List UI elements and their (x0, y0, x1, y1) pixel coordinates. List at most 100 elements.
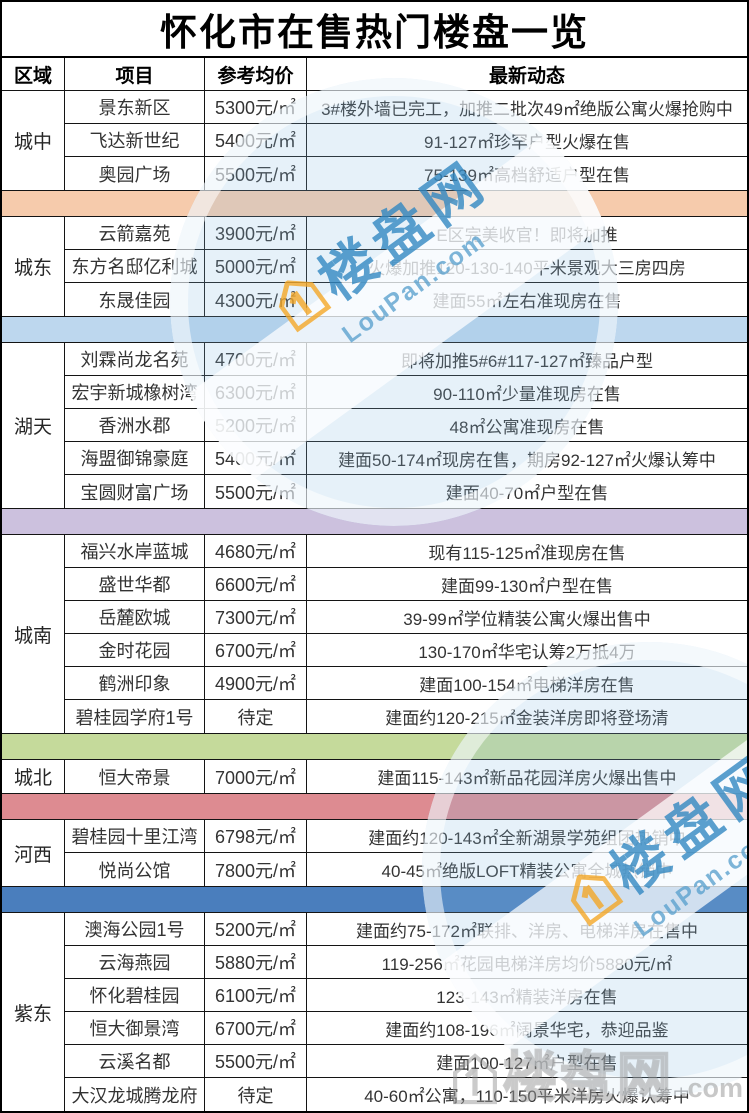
region-cell: 湖天 (2, 343, 65, 508)
price-cell: 待定 (205, 700, 307, 733)
table-row: 岳麓欧城 7300元/㎡ 39-99㎡学位精装公寓火爆出售中 (65, 601, 747, 634)
price-cell: 4900元/㎡ (205, 667, 307, 699)
news-cell: 40-45㎡绝版LOFT精装公寓全城热销中 (381, 862, 673, 881)
news-cell: 建面100-154㎡电梯洋房在售 (419, 675, 635, 695)
price-cell: 4680元/㎡ (205, 535, 307, 567)
project-cell: 云海燕园 (65, 946, 205, 978)
news-cell: 建面约120-215㎡金装洋房即将登场清 (385, 709, 669, 728)
price-cell: 7300元/㎡ (205, 601, 307, 633)
news-cell: 40-60㎡公寓，110-150平米洋房火爆认筹中 (364, 1087, 690, 1106)
region-cell: 紫东 (2, 913, 65, 1111)
table-row: 云海燕园 5880元/㎡ 119-256㎡花园电梯洋房均价5880元/㎡ (65, 946, 747, 979)
column-header-region: 区域 (2, 58, 65, 90)
project-cell: 碧桂园十里江湾 (65, 820, 205, 852)
price-cell: 6100元/㎡ (205, 979, 307, 1011)
news-cell: 48㎡公寓准现房在售 (449, 417, 605, 437)
project-cell: 东晟佳园 (65, 283, 205, 316)
table-row: 恒大帝景 7000元/㎡ 建面115-143㎡新品花园洋房火爆出售中 (65, 760, 747, 793)
news-cell: 91-127㎡珍罕户型火爆在售 (424, 132, 630, 152)
price-cell: 6600元/㎡ (205, 568, 307, 600)
news-cell: 90-110㎡少量准现房在售 (433, 384, 621, 404)
project-cell: 鹤洲印象 (65, 667, 205, 699)
price-cell: 7800元/㎡ (205, 853, 307, 886)
project-cell: 大汉龙城腾龙府 (65, 1078, 205, 1111)
column-header-price: 参考均价 (205, 58, 307, 90)
section-rows: 恒大帝景 7000元/㎡ 建面115-143㎡新品花园洋房火爆出售中 (65, 760, 747, 793)
price-cell: 5500元/㎡ (205, 1045, 307, 1077)
news-cell: 3#楼外墙已完工，加推二批次49㎡绝版公寓火爆抢购中 (321, 99, 733, 119)
table-row: 宏宇新城橡树湾 6300元/㎡ 90-110㎡少量准现房在售 (65, 376, 747, 409)
price-cell: 5200元/㎡ (205, 913, 307, 945)
region-section: 紫东 澳海公园1号 5200元/㎡ 建面约75-172㎡联排、洋房、电梯洋房在售中 云海… (2, 913, 747, 1111)
news-cell: 建面50-174㎡现房在售，期房92-127㎡火爆认筹中 (338, 450, 716, 470)
table-row: 鹤洲印象 4900元/㎡ 建面100-154㎡电梯洋房在售 (65, 667, 747, 700)
project-cell: 悦尚公馆 (65, 853, 205, 886)
table-row: 海盟御锦豪庭 5400元/㎡ 建面50-174㎡现房在售，期房92-127㎡火爆认筹… (65, 442, 747, 475)
price-cell: 3900元/㎡ (205, 217, 307, 249)
news-cell: 火爆加推120-130-140平米景观大三房四房 (368, 258, 686, 278)
section-rows: 云箭嘉苑 3900元/㎡ E区完美收官！即将加推 东方名邸亿利城 5000元/㎡ 火爆加推… (65, 217, 747, 316)
project-cell: 恒大御景湾 (65, 1012, 205, 1044)
price-cell: 待定 (205, 1078, 307, 1111)
project-cell: 云溪名都 (65, 1045, 205, 1077)
table-row: 飞达新世纪 5400元/㎡ 91-127㎡珍罕户型火爆在售 (65, 124, 747, 157)
separator-band (2, 508, 747, 535)
project-cell: 刘霖尚龙名苑 (65, 343, 205, 375)
project-cell: 宝圆财富广场 (65, 475, 205, 508)
project-cell: 飞达新世纪 (65, 124, 205, 156)
price-cell: 5300元/㎡ (205, 91, 307, 123)
table-row: 大汉龙城腾龙府 待定 40-60㎡公寓，110-150平米洋房火爆认筹中 (65, 1078, 747, 1111)
table-row: 景东新区 5300元/㎡ 3#楼外墙已完工，加推二批次49㎡绝版公寓火爆抢购中 (65, 91, 747, 124)
project-cell: 宏宇新城橡树湾 (65, 376, 205, 408)
news-cell: 建面99-130㎡户型在售 (441, 576, 613, 596)
price-cell: 5000元/㎡ (205, 250, 307, 282)
news-cell: 130-170㎡华宅认筹2万抵4万 (418, 642, 636, 662)
project-cell: 奥园广场 (65, 157, 205, 190)
price-cell: 5880元/㎡ (205, 946, 307, 978)
separator-band (2, 886, 747, 913)
column-header-project: 项目 (65, 58, 205, 90)
price-cell: 4700元/㎡ (205, 343, 307, 375)
project-cell: 盛世华都 (65, 568, 205, 600)
price-cell: 6700元/㎡ (205, 1012, 307, 1044)
news-cell: 建面约108-196㎡阔景华宅，恭迎品鉴 (385, 1020, 669, 1040)
price-cell: 5500元/㎡ (205, 157, 307, 190)
news-cell: 建面约120-143㎡全新湖景学苑组团热销中 (368, 828, 686, 848)
column-header-news: 最新动态 (488, 65, 565, 87)
project-cell: 海盟御锦豪庭 (65, 442, 205, 474)
table-row: 盛世华都 6600元/㎡ 建面99-130㎡户型在售 (65, 568, 747, 601)
table-row: 怀化碧桂园 6100元/㎡ 123-143㎡精装洋房在售 (65, 979, 747, 1012)
table-row: 奥园广场 5500元/㎡ 75-139㎡高档舒适户型在售 (65, 157, 747, 190)
region-section: 河西 碧桂园十里江湾 6798元/㎡ 建面约120-143㎡全新湖景学苑组团热销中 悦尚… (2, 820, 747, 886)
region-section: 城南 福兴水岸蓝城 4680元/㎡ 现有115-125㎡准现房在售 盛世华都 6600元/… (2, 535, 747, 733)
news-cell: 119-256㎡花园电梯洋房均价5880元/㎡ (381, 954, 673, 974)
region-cell: 城北 (2, 760, 65, 793)
price-cell: 5200元/㎡ (205, 409, 307, 441)
news-cell: E区完美收官！即将加推 (436, 225, 618, 245)
project-cell: 怀化碧桂园 (65, 979, 205, 1011)
project-cell: 福兴水岸蓝城 (65, 535, 205, 567)
project-cell: 岳麓欧城 (65, 601, 205, 633)
region-cell: 城东 (2, 217, 65, 316)
page-title: 怀化市在售热门楼盘一览 (2, 2, 747, 58)
news-cell: 建面55㎡左右准现房在售 (432, 292, 622, 311)
news-cell: 39-99㎡学位精装公寓火爆出售中 (403, 609, 651, 629)
separator-band (2, 316, 747, 343)
region-section: 城北 恒大帝景 7000元/㎡ 建面115-143㎡新品花园洋房火爆出售中 (2, 760, 747, 793)
table-row: 澳海公园1号 5200元/㎡ 建面约75-172㎡联排、洋房、电梯洋房在售中 (65, 913, 747, 946)
region-cell: 城中 (2, 91, 65, 190)
table-row: 恒大御景湾 6700元/㎡ 建面约108-196㎡阔景华宅，恭迎品鉴 (65, 1012, 747, 1045)
table-row: 刘霖尚龙名苑 4700元/㎡ 即将加推5#6#117-127㎡臻品户型 (65, 343, 747, 376)
news-cell: 建面100-127㎡户型在售 (436, 1053, 618, 1073)
table-row: 东方名邸亿利城 5000元/㎡ 火爆加推120-130-140平米景观大三房四房 (65, 250, 747, 283)
separator-band (2, 793, 747, 820)
region-section: 城东 云箭嘉苑 3900元/㎡ E区完美收官！即将加推 东方名邸亿利城 5000元/㎡ 火爆… (2, 217, 747, 316)
separator-band (2, 733, 747, 760)
section-rows: 碧桂园十里江湾 6798元/㎡ 建面约120-143㎡全新湖景学苑组团热销中 悦尚公馆… (65, 820, 747, 886)
price-cell: 5500元/㎡ (205, 475, 307, 508)
table-row: 云箭嘉苑 3900元/㎡ E区完美收官！即将加推 (65, 217, 747, 250)
project-cell: 云箭嘉苑 (65, 217, 205, 249)
news-cell: 现有115-125㎡准现房在售 (428, 543, 626, 563)
